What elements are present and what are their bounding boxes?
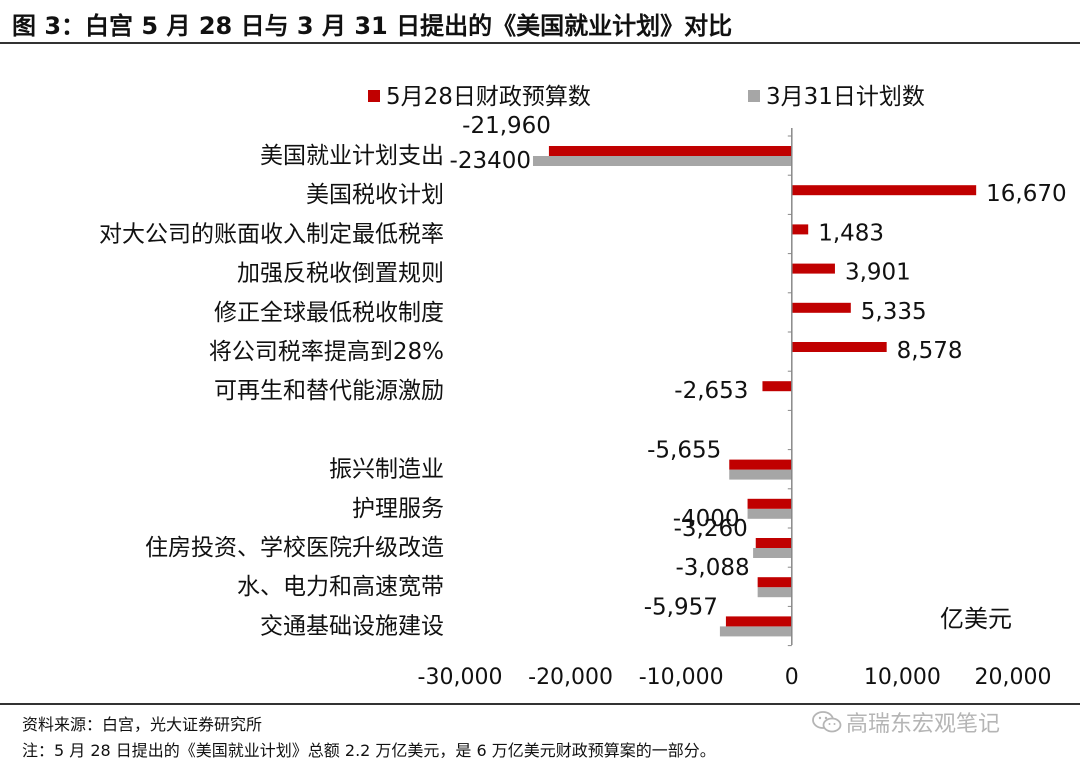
bar-3-31--10 <box>753 548 792 558</box>
bar-5-28--12 <box>725 616 792 627</box>
bar-3-31--8 <box>729 469 792 480</box>
category-label-4: 修正全球最低税收制度 <box>214 300 444 326</box>
bar-chart: 5月28日财政预算数 3月31日计划数 -30,000 -20,000 -10,000… <box>99 84 1067 690</box>
value-labels: -21,960 16,670 1,483 3,901 5,335 8,578 -2,653 -… <box>450 113 1067 620</box>
x-tick-label-2: -10,000 <box>639 665 724 690</box>
legend-label-0: 5月28日财政预算数 <box>386 84 591 110</box>
legend-swatch-0 <box>368 90 380 102</box>
watermark-text: 高瑞东宏观笔记 <box>846 712 1001 737</box>
bar-5-28--9 <box>747 498 792 509</box>
category-label-6: 可再生和替代能源激励 <box>214 378 444 404</box>
value-label-5-28--8: -5,655 <box>647 438 721 464</box>
bar-5-28--1 <box>791 185 977 196</box>
value-label-5-28--4: 5,335 <box>861 299 927 325</box>
category-label-0: 美国就业计划支出 <box>260 143 444 169</box>
legend: 5月28日财政预算数 3月31日计划数 <box>368 84 925 110</box>
bar-5-28--10 <box>755 538 792 548</box>
bar-3-31--0 <box>532 156 792 166</box>
category-label-5: 将公司税率提高到28% <box>209 339 444 365</box>
x-tick-label-3: 0 <box>785 665 799 690</box>
value-label-5-28--2: 1,483 <box>818 220 884 246</box>
bar-3-31--11 <box>757 587 792 598</box>
category-label-11: 水、电力和高速宽带 <box>237 574 444 600</box>
footer-divider <box>0 703 1080 705</box>
bar-5-28--11 <box>757 577 792 588</box>
bar-5-28--3 <box>791 263 835 274</box>
value-label-5-28--3: 3,901 <box>845 260 911 286</box>
source-note: 资料来源：白宫，光大证券研究所 <box>22 715 263 734</box>
wechat-icon <box>812 711 842 733</box>
title-divider <box>0 42 1080 44</box>
bar-5-28--5 <box>791 342 887 352</box>
category-label-3: 加强反税收倒置规则 <box>237 261 444 287</box>
value-label-5-28--11: -3,088 <box>675 555 749 581</box>
value-label-3-31--9: -4000 <box>673 506 740 532</box>
value-label-5-28--10: -3,260 <box>674 516 748 542</box>
legend-swatch-1 <box>748 90 760 102</box>
footnote: 注：5 月 28 日提出的《美国就业计划》总额 2.2 万亿美元，是 6 万亿美… <box>22 741 716 760</box>
category-label-9: 护理服务 <box>352 496 444 522</box>
bar-5-28--8 <box>729 459 792 470</box>
legend-label-1: 3月31日计划数 <box>766 84 925 110</box>
category-label-10: 住房投资、学校医院升级改造 <box>145 535 444 561</box>
unit-label: 亿美元 <box>940 605 1012 633</box>
x-tick-label-1: -20,000 <box>528 665 613 690</box>
x-tick-label-0: -30,000 <box>418 665 503 690</box>
x-tick-label-5: 20,000 <box>975 665 1052 690</box>
category-label-8: 振兴制造业 <box>329 457 444 483</box>
bar-5-28--4 <box>791 302 851 313</box>
watermark: 高瑞东宏观笔记 <box>812 706 1000 738</box>
category-labels: 美国就业计划支出美国税收计划对大公司的账面收入制定最低税率加强反税收倒置规则修正… <box>99 143 444 639</box>
category-label-1: 美国税收计划 <box>306 182 444 208</box>
bar-5-28--2 <box>791 224 809 235</box>
value-label-5-28--12: -5,957 <box>644 594 718 620</box>
value-label-5-28--0: -21,960 <box>462 113 551 139</box>
bar-3-31--12 <box>719 626 792 637</box>
value-label-5-28--5: 8,578 <box>897 338 963 364</box>
bar-3-31--9 <box>747 508 792 519</box>
page-title: 图 3：白宫 5 月 28 日与 3 月 31 日提出的《美国就业计划》对比 <box>12 12 733 40</box>
value-label-5-28--1: 16,670 <box>986 181 1066 207</box>
bars-layer <box>532 146 977 637</box>
bar-5-28--6 <box>762 381 792 392</box>
value-label-3-31--0: -23400 <box>450 148 531 174</box>
x-tick-label-4: 10,000 <box>864 665 941 690</box>
category-label-2: 对大公司的账面收入制定最低税率 <box>99 221 444 247</box>
bar-5-28--0 <box>548 146 792 156</box>
value-label-5-28--6: -2,653 <box>674 378 748 404</box>
axes-layer: -30,000 -20,000 -10,000 0 10,000 20,000 <box>418 128 1052 690</box>
category-label-12: 交通基础设施建设 <box>260 613 444 639</box>
